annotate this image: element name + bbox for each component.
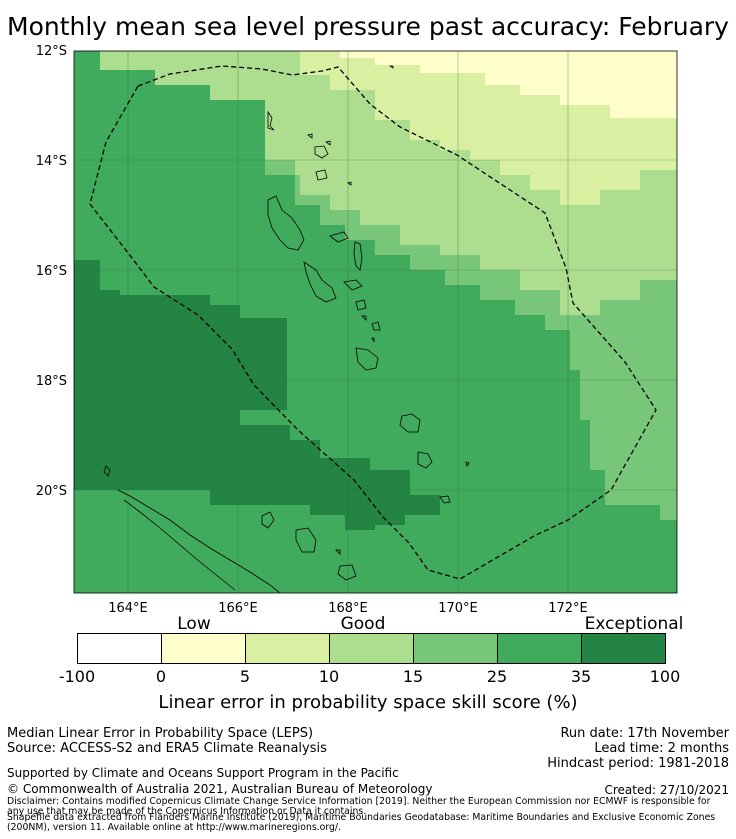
colorbar-category-good: Good xyxy=(340,614,386,634)
info-created: Created: 27/10/2021 xyxy=(604,783,729,797)
colorbar-segment xyxy=(329,634,413,663)
island-efate xyxy=(355,347,379,371)
island-espiritu-santo xyxy=(267,195,305,251)
coast-new-caledonia xyxy=(117,489,281,594)
island-erromango xyxy=(399,413,421,433)
colorbar-tick: 5 xyxy=(239,667,251,686)
colorbar-tick: 15 xyxy=(402,667,424,686)
info-hindcast: Hindcast period: 1981-2018 xyxy=(547,756,729,771)
colorbar-tick: -100 xyxy=(58,667,96,686)
skill-map: 12°S 14°S 16°S 18°S 20°S 164°E 166°E 168… xyxy=(36,44,678,616)
colorbar-tick: 10 xyxy=(318,667,340,686)
lon-label: 170°E xyxy=(438,601,478,616)
island-loyalty-lifou xyxy=(295,527,317,553)
lat-label: 14°S xyxy=(36,154,67,169)
island-torres xyxy=(267,110,275,131)
island-pentecost xyxy=(353,241,363,271)
skill-region-low xyxy=(340,51,677,118)
skill-region-good xyxy=(100,51,677,315)
colorbar-segment xyxy=(581,634,665,663)
colorbar-tick: 100 xyxy=(649,667,681,686)
axis-labels: 12°S 14°S 16°S 18°S 20°S 164°E 166°E 168… xyxy=(36,44,588,616)
island-epi xyxy=(355,299,367,311)
island-malekula xyxy=(303,261,337,303)
lon-label: 164°E xyxy=(108,601,148,616)
colorbar-segment xyxy=(78,634,161,663)
colorbar-segment xyxy=(497,634,581,663)
island-loyalty-ouvea xyxy=(261,511,275,529)
colorbar-tick: 0 xyxy=(155,667,167,686)
map-frame xyxy=(73,50,678,594)
info-source: Source: ACCESS-S2 and ERA5 Climate Reana… xyxy=(7,741,327,756)
skill-region-good-mid xyxy=(265,100,677,520)
lat-label: 16°S xyxy=(36,264,67,279)
lon-label: 172°E xyxy=(548,601,588,616)
lat-label: 20°S xyxy=(36,484,67,499)
island-gaua xyxy=(314,145,329,159)
info-run-date: Run date: 17th November xyxy=(560,726,729,741)
coastlines xyxy=(103,65,470,594)
island-ambae xyxy=(329,231,349,243)
skill-region-exceptional xyxy=(74,260,440,530)
lat-label: 12°S xyxy=(36,44,67,59)
colorbar-category-low: Low xyxy=(177,614,211,634)
colorbar xyxy=(77,633,666,664)
lat-label: 18°S xyxy=(36,374,67,389)
info-copyright: © Commonwealth of Australia 2021, Austra… xyxy=(7,782,433,796)
island-ambrym xyxy=(343,279,363,291)
colorbar-segment xyxy=(245,634,329,663)
colorbar-segment xyxy=(161,634,245,663)
colorbar-tick: 25 xyxy=(486,667,508,686)
colorbar-tick: 35 xyxy=(570,667,592,686)
colorbar-segment xyxy=(413,634,497,663)
info-supported: Supported by Climate and Oceans Support … xyxy=(7,766,399,780)
colorbar-label: Linear error in probability space skill … xyxy=(158,692,578,713)
colorbar-category-exceptional: Exceptional xyxy=(584,614,684,634)
island-vanua-lava xyxy=(315,169,328,181)
lon-label: 168°E xyxy=(328,601,368,616)
gridlines xyxy=(74,51,677,593)
chart-title: Monthly mean sea level pressure past acc… xyxy=(7,12,729,41)
island-loyalty-mare xyxy=(337,564,357,581)
eez-boundary xyxy=(89,65,657,580)
info-disclaimer: Disclaimer: Contains modified Copernicus… xyxy=(7,796,711,817)
info-shapefile: Shapefile data extracted from Flanders M… xyxy=(7,812,716,833)
island-aneityum xyxy=(439,495,451,504)
island-tanna xyxy=(417,451,433,469)
lon-label: 166°E xyxy=(218,601,258,616)
info-lead-time: Lead time: 2 months xyxy=(594,741,729,756)
info-method: Median Linear Error in Probability Space… xyxy=(7,726,314,741)
